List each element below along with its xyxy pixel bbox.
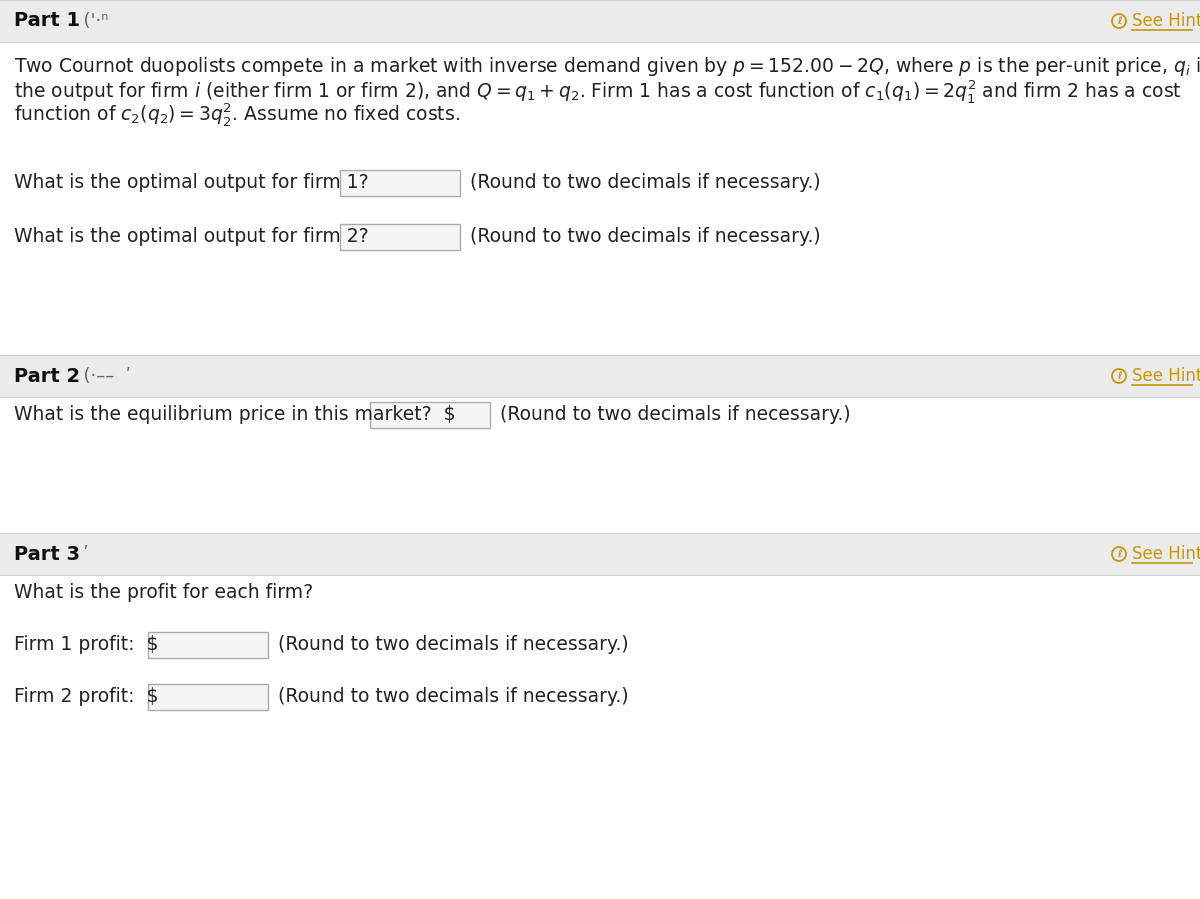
Text: Part 1: Part 1	[14, 12, 80, 31]
Text: See Hint: See Hint	[1132, 12, 1200, 30]
Text: Part 2: Part 2	[14, 367, 80, 386]
Text: ℓ: ℓ	[1117, 549, 1121, 559]
Bar	[148, 684, 268, 710]
Text: What is the optimal output for firm 2?: What is the optimal output for firm 2?	[14, 227, 368, 246]
Text: (Round to two decimals if necessary.): (Round to two decimals if necessary.)	[470, 174, 821, 192]
Text: function of $c_2(q_2) = 3q_2^2$. Assume no fixed costs.: function of $c_2(q_2) = 3q_2^2$. Assume …	[14, 101, 460, 128]
Bar	[0, 355, 1200, 397]
Text: (Round to two decimals if necessary.): (Round to two decimals if necessary.)	[500, 405, 851, 424]
Text: Two Cournot duopolists compete in a market with inverse demand given by $p = 152: Two Cournot duopolists compete in a mark…	[14, 55, 1200, 78]
Text: ℓ: ℓ	[1117, 371, 1121, 381]
Bar	[340, 224, 460, 250]
Text: See Hint: See Hint	[1132, 545, 1200, 563]
Text: ʹ: ʹ	[72, 545, 89, 563]
Text: Firm 2 profit:  $: Firm 2 profit: $	[14, 688, 158, 707]
Text: ℓ: ℓ	[1117, 16, 1121, 26]
Text: (Round to two decimals if necessary.): (Round to two decimals if necessary.)	[278, 636, 629, 654]
Bar	[0, 0, 1200, 42]
Text: ('·ⁿ: ('·ⁿ	[72, 12, 108, 30]
Bar	[340, 170, 460, 196]
Text: What is the optimal output for firm 1?: What is the optimal output for firm 1?	[14, 174, 368, 192]
Text: What is the profit for each firm?: What is the profit for each firm?	[14, 583, 313, 602]
Text: (·––  ʹ: (·–– ʹ	[72, 367, 131, 385]
Text: Firm 1 profit:  $: Firm 1 profit: $	[14, 636, 158, 654]
Text: the output for firm $i$ (either firm 1 or firm 2), and $Q = q_1 + q_2$. Firm 1 h: the output for firm $i$ (either firm 1 o…	[14, 78, 1182, 105]
Text: See Hint: See Hint	[1132, 367, 1200, 385]
Text: (Round to two decimals if necessary.): (Round to two decimals if necessary.)	[470, 227, 821, 246]
Text: What is the equilibrium price in this market?  $: What is the equilibrium price in this ma…	[14, 405, 456, 424]
Bar	[0, 533, 1200, 575]
Bar	[370, 402, 490, 428]
Bar	[148, 632, 268, 658]
Text: Part 3: Part 3	[14, 545, 80, 564]
Text: (Round to two decimals if necessary.): (Round to two decimals if necessary.)	[278, 688, 629, 707]
